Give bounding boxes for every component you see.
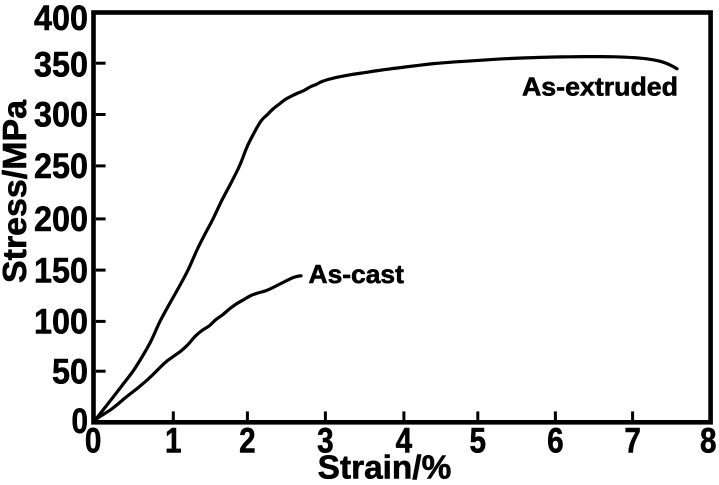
svg-text:100: 100 — [34, 303, 88, 342]
svg-text:Strain/%: Strain/% — [318, 448, 452, 485]
svg-text:5: 5 — [470, 422, 487, 461]
svg-text:8: 8 — [700, 422, 717, 461]
svg-text:As-cast: As-cast — [309, 259, 405, 289]
svg-text:2: 2 — [239, 422, 256, 461]
svg-text:300: 300 — [34, 96, 88, 135]
svg-text:150: 150 — [34, 251, 88, 290]
svg-text:250: 250 — [34, 147, 88, 186]
svg-text:400: 400 — [34, 0, 88, 38]
svg-text:3: 3 — [317, 422, 334, 461]
svg-text:As-extruded: As-extruded — [522, 72, 678, 102]
svg-text:50: 50 — [52, 352, 88, 391]
svg-text:0: 0 — [72, 402, 89, 441]
svg-text:1: 1 — [165, 422, 182, 461]
svg-text:350: 350 — [34, 45, 88, 84]
svg-text:200: 200 — [34, 200, 88, 239]
svg-text:4: 4 — [396, 422, 413, 461]
svg-text:0: 0 — [85, 422, 102, 461]
svg-text:Stress/MPa: Stress/MPa — [0, 99, 33, 283]
svg-text:6: 6 — [547, 422, 564, 461]
svg-text:7: 7 — [624, 422, 641, 461]
